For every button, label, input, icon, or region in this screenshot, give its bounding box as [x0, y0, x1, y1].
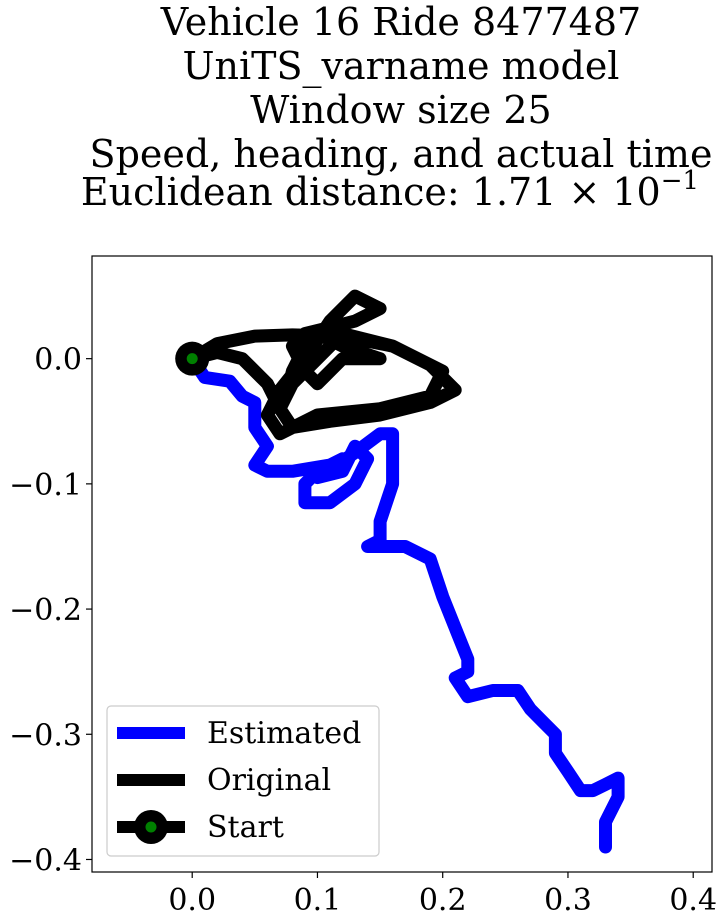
x-tick-label: 0.2 [419, 883, 467, 918]
chart-title: Vehicle 16 Ride 8477487 UniTS_varname mo… [81, 0, 713, 214]
title-line-1: Vehicle 16 Ride 8477487 [160, 0, 641, 44]
title-distance-prefix: Euclidean distance: 1.71 × 10 [81, 170, 661, 214]
y-axis-ticks: 0.0 −0.1 −0.2 −0.3 −0.4 [9, 343, 92, 878]
y-tick-label: −0.1 [9, 468, 82, 503]
y-tick-label: 0.0 [34, 343, 82, 378]
legend: Estimated Original Start [106, 705, 380, 857]
start-marker-dot [186, 353, 198, 365]
x-axis-ticks: 0.0 0.1 0.2 0.3 0.4 [168, 872, 717, 918]
series-line-estimated [185, 352, 625, 854]
x-tick-label: 0.4 [669, 883, 717, 918]
legend-entry-start-label: Start [207, 810, 284, 845]
y-tick-label: −0.4 [9, 843, 82, 878]
title-line-5: Euclidean distance: 1.71 × 10−1 [81, 166, 699, 214]
title-line-4: Speed, heading, and actual time [90, 132, 713, 176]
title-distance-exponent: −1 [661, 166, 699, 196]
y-tick-label: −0.2 [9, 593, 82, 628]
legend-entry-estimated-label: Estimated [207, 716, 361, 751]
x-tick-label: 0.3 [544, 883, 592, 918]
title-line-3: Window size 25 [250, 88, 551, 132]
legend-start-dot [145, 821, 157, 833]
x-tick-label: 0.0 [168, 883, 216, 918]
legend-entry-original-label: Original [207, 763, 331, 798]
series-line-original [185, 289, 462, 441]
plot-area [175, 289, 625, 854]
x-tick-label: 0.1 [294, 883, 342, 918]
y-tick-label: −0.3 [9, 718, 82, 753]
title-line-2: UniTS_varname model [183, 44, 620, 89]
plot-frame [91, 255, 713, 873]
legend-box [106, 705, 380, 857]
